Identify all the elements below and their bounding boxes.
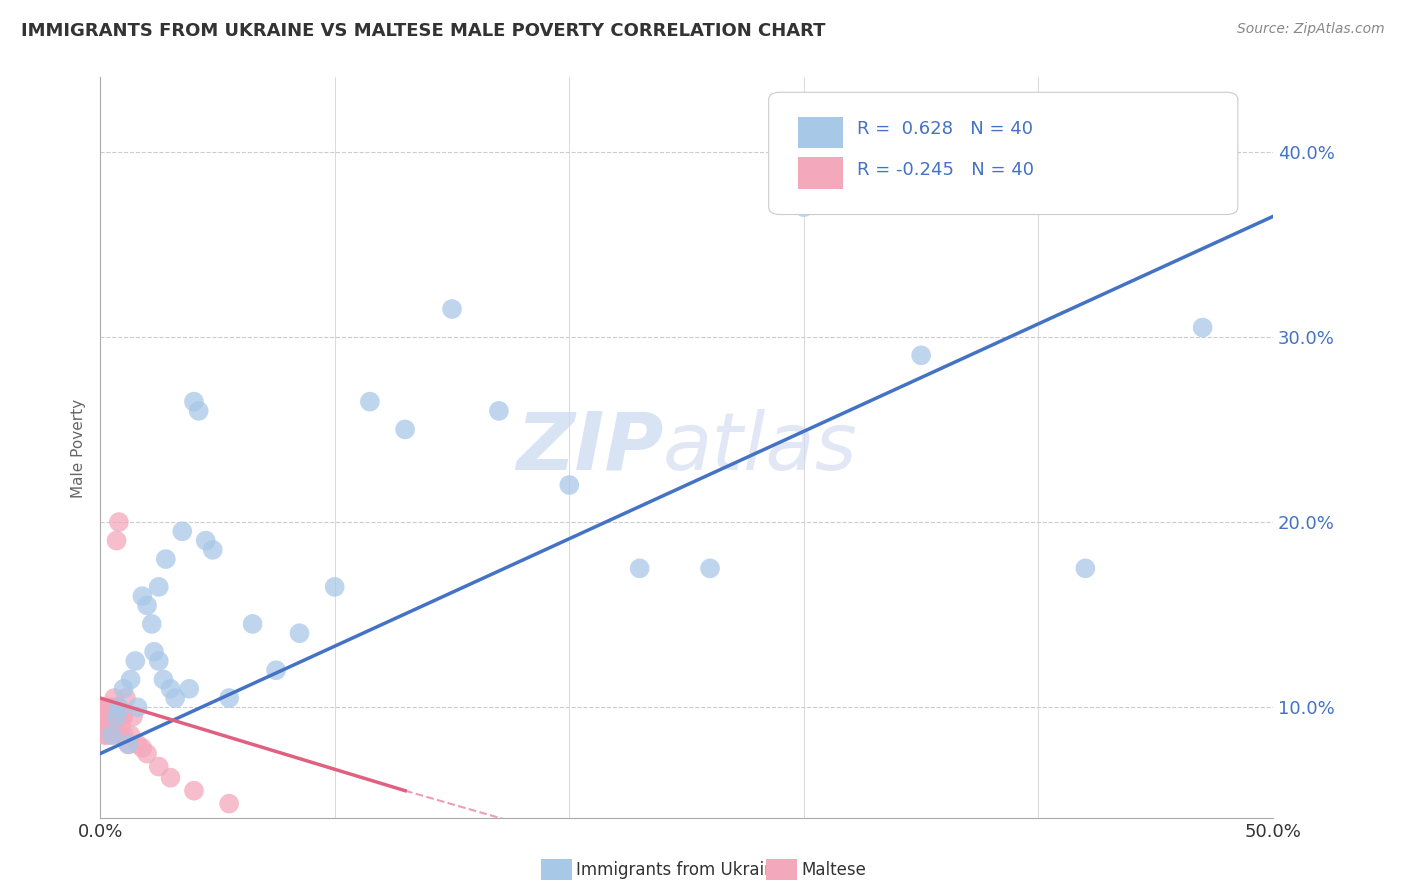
Point xyxy=(488,404,510,418)
Point xyxy=(110,719,132,733)
Point xyxy=(359,394,381,409)
Point xyxy=(155,552,177,566)
Point xyxy=(101,709,124,723)
Text: ZIP: ZIP xyxy=(516,409,664,487)
Point xyxy=(115,691,138,706)
Point xyxy=(440,301,463,316)
Point xyxy=(148,759,170,773)
Point xyxy=(120,728,142,742)
Point xyxy=(103,700,125,714)
Point xyxy=(108,700,131,714)
Point xyxy=(96,700,118,714)
Point xyxy=(105,709,128,723)
Point xyxy=(108,728,131,742)
Point xyxy=(110,709,132,723)
Point xyxy=(105,533,128,548)
Point xyxy=(1074,561,1097,575)
Text: atlas: atlas xyxy=(664,409,858,487)
Point xyxy=(793,200,815,214)
Point xyxy=(628,561,651,575)
Point xyxy=(194,533,217,548)
Point xyxy=(105,700,128,714)
Point xyxy=(124,654,146,668)
Point xyxy=(120,673,142,687)
Point xyxy=(98,723,121,737)
Point xyxy=(94,700,117,714)
Point xyxy=(101,700,124,714)
Point xyxy=(159,681,181,696)
Y-axis label: Male Poverty: Male Poverty xyxy=(72,399,86,498)
Point xyxy=(179,681,201,696)
Point xyxy=(91,719,114,733)
Point xyxy=(89,719,111,733)
Point xyxy=(394,422,416,436)
Point xyxy=(96,719,118,733)
Point xyxy=(101,728,124,742)
Point xyxy=(103,709,125,723)
Point xyxy=(148,654,170,668)
Point xyxy=(152,673,174,687)
Point xyxy=(91,700,114,714)
Point xyxy=(131,741,153,756)
Point xyxy=(187,404,209,418)
Point xyxy=(288,626,311,640)
Text: Source: ZipAtlas.com: Source: ZipAtlas.com xyxy=(1237,22,1385,37)
Bar xyxy=(799,117,842,148)
Bar xyxy=(799,158,842,188)
Point xyxy=(159,771,181,785)
Point xyxy=(94,709,117,723)
Point xyxy=(91,709,114,723)
Point xyxy=(117,737,139,751)
Text: R =  0.628   N = 40: R = 0.628 N = 40 xyxy=(856,120,1032,138)
Point xyxy=(108,515,131,529)
FancyBboxPatch shape xyxy=(769,92,1237,215)
Text: Maltese: Maltese xyxy=(801,861,866,879)
Point xyxy=(172,524,194,539)
Point xyxy=(165,691,187,706)
Point xyxy=(183,783,205,797)
Point xyxy=(98,715,121,730)
Point xyxy=(101,728,124,742)
Point xyxy=(264,663,287,677)
Point xyxy=(323,580,346,594)
Point xyxy=(131,589,153,603)
Point xyxy=(242,616,264,631)
Point xyxy=(148,580,170,594)
Point xyxy=(143,645,166,659)
Point xyxy=(117,737,139,751)
Point xyxy=(136,747,159,761)
Point xyxy=(96,728,118,742)
Point xyxy=(112,709,135,723)
Point xyxy=(112,728,135,742)
Text: Immigrants from Ukraine: Immigrants from Ukraine xyxy=(576,861,786,879)
Point xyxy=(98,709,121,723)
Point xyxy=(183,394,205,409)
Point xyxy=(136,599,159,613)
Point xyxy=(910,348,932,362)
Point xyxy=(122,709,145,723)
Text: IMMIGRANTS FROM UKRAINE VS MALTESE MALE POVERTY CORRELATION CHART: IMMIGRANTS FROM UKRAINE VS MALTESE MALE … xyxy=(21,22,825,40)
Point xyxy=(103,691,125,706)
Point xyxy=(141,616,163,631)
Point xyxy=(96,709,118,723)
Point xyxy=(218,797,240,811)
Point xyxy=(201,542,224,557)
Point xyxy=(218,691,240,706)
Point xyxy=(699,561,721,575)
Text: R = -0.245   N = 40: R = -0.245 N = 40 xyxy=(856,161,1033,179)
Point xyxy=(558,478,581,492)
Point xyxy=(1191,320,1213,334)
Point xyxy=(105,709,128,723)
Point xyxy=(112,681,135,696)
Point xyxy=(127,700,149,714)
Point xyxy=(127,737,149,751)
Point xyxy=(94,728,117,742)
